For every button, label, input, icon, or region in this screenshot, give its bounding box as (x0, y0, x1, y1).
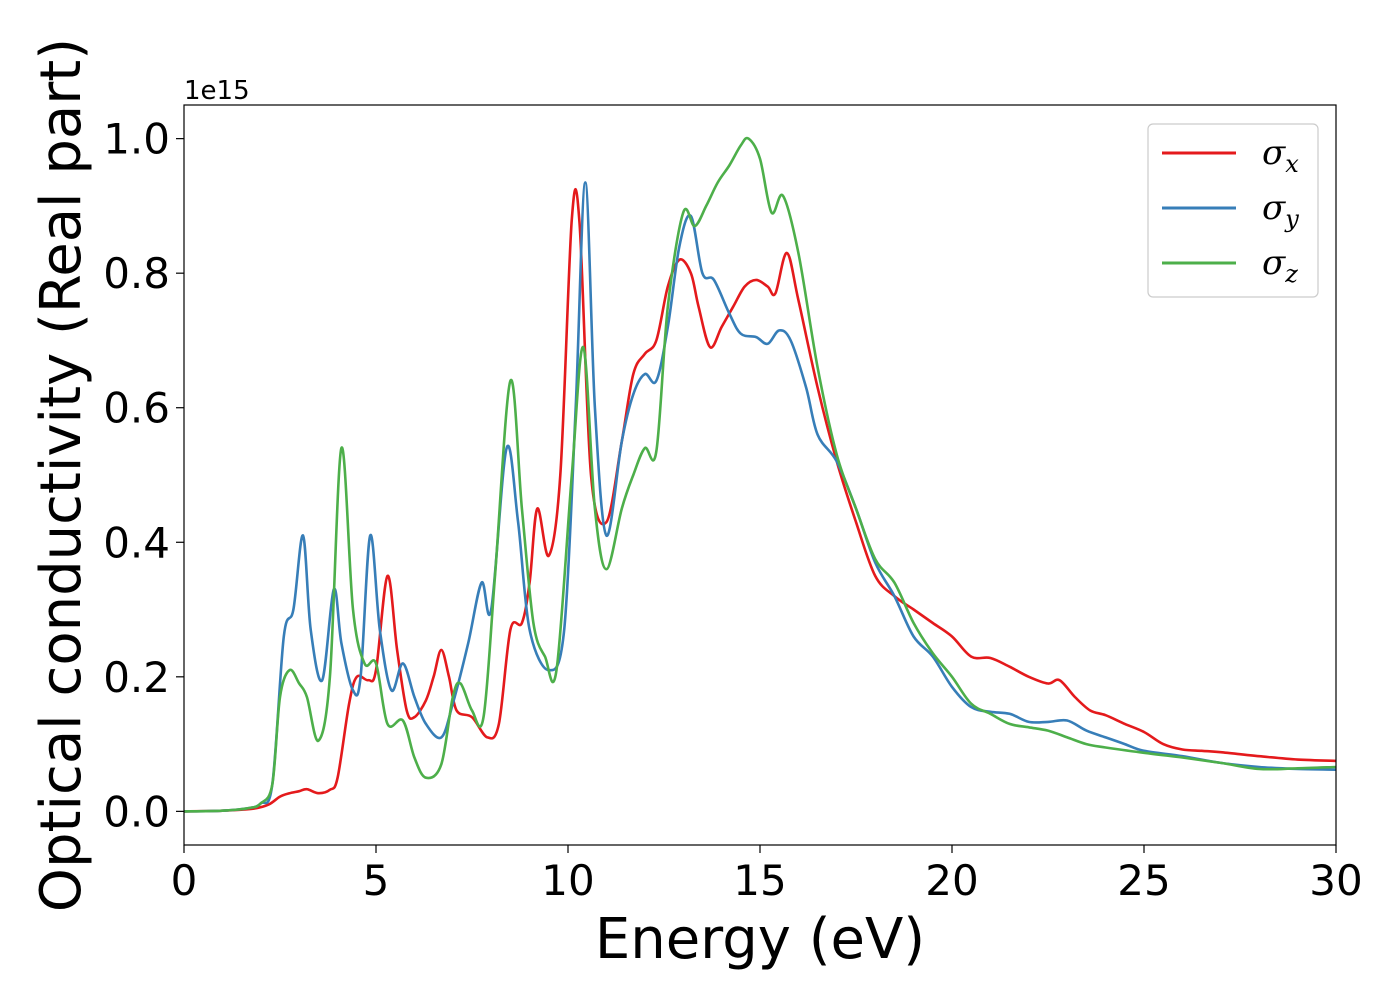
y-tick-label: 0.4 (103, 518, 170, 567)
x-tick-label: 15 (733, 856, 786, 905)
y-tick-label: 0.6 (103, 384, 170, 433)
x-axis-label: Energy (eV) (595, 907, 925, 972)
y-axis-label: Optical conductivity (Real part) (29, 38, 94, 912)
series-layer (183, 136, 1337, 813)
legend-entry-z: σz (1262, 243, 1298, 288)
x-axis: 0 5 10 15 20 25 30 (171, 845, 1363, 905)
series-line-y (183, 181, 1337, 813)
legend-entry-x: σx (1262, 133, 1299, 178)
x-tick-label: 5 (363, 856, 390, 905)
legend: σx σy σz (1147, 123, 1319, 298)
y-tick-label: 1.0 (103, 115, 170, 164)
y-offset-label: 1e15 (184, 76, 250, 106)
y-tick-label: 0.8 (103, 249, 170, 298)
x-tick-label: 30 (1309, 856, 1362, 905)
series-line-x (183, 187, 1337, 813)
series-line-z (183, 136, 1337, 813)
legend-entry-y: σy (1262, 188, 1299, 233)
x-tick-label: 10 (541, 856, 594, 905)
x-tick-label: 0 (171, 856, 198, 905)
y-axis: 0.0 0.2 0.4 0.6 0.8 1.0 (103, 115, 184, 836)
x-tick-label: 25 (1117, 856, 1170, 905)
y-tick-label: 0.0 (103, 787, 170, 836)
legend-box (1147, 123, 1319, 298)
y-tick-label: 0.2 (103, 653, 170, 702)
x-tick-label: 20 (925, 856, 978, 905)
